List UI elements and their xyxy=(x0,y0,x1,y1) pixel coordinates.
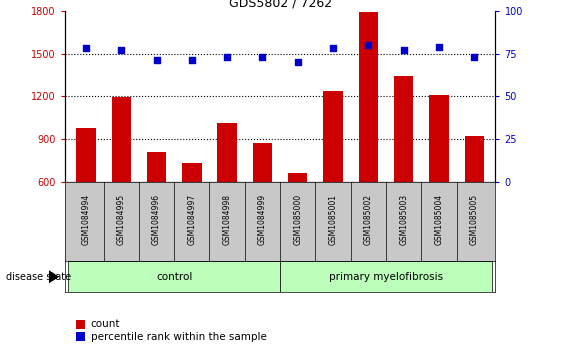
Text: GSM1084997: GSM1084997 xyxy=(187,194,196,245)
Text: GSM1084994: GSM1084994 xyxy=(82,194,91,245)
Text: disease state: disease state xyxy=(6,272,71,282)
Bar xyxy=(76,128,96,182)
Point xyxy=(329,45,338,51)
Bar xyxy=(280,261,492,292)
Text: GSM1085000: GSM1085000 xyxy=(293,194,302,245)
Bar xyxy=(111,97,131,182)
Text: GSM1085003: GSM1085003 xyxy=(399,194,408,245)
Text: GSM1085001: GSM1085001 xyxy=(329,194,338,245)
Point xyxy=(222,54,231,60)
Point xyxy=(293,59,302,65)
Bar xyxy=(288,173,307,182)
Point xyxy=(399,47,408,53)
Text: control: control xyxy=(156,272,193,282)
Text: GSM1085004: GSM1085004 xyxy=(435,194,444,245)
Bar xyxy=(464,136,484,182)
Bar xyxy=(147,152,166,182)
Point xyxy=(435,44,444,50)
Point xyxy=(258,54,267,60)
Bar xyxy=(429,95,449,182)
Point xyxy=(152,57,161,63)
Point xyxy=(82,45,91,51)
Text: GSM1085002: GSM1085002 xyxy=(364,194,373,245)
Text: percentile rank within the sample: percentile rank within the sample xyxy=(91,332,266,342)
Title: GDS5802 / 7262: GDS5802 / 7262 xyxy=(229,0,332,10)
Text: primary myelofibrosis: primary myelofibrosis xyxy=(329,272,443,282)
Text: GSM1084999: GSM1084999 xyxy=(258,194,267,245)
Bar xyxy=(359,12,378,182)
Point xyxy=(364,42,373,48)
Point xyxy=(117,47,126,53)
Text: count: count xyxy=(91,319,120,329)
Text: GSM1084998: GSM1084998 xyxy=(222,194,231,245)
Bar xyxy=(323,90,343,182)
Bar xyxy=(217,123,237,182)
Bar xyxy=(68,261,280,292)
Point xyxy=(470,54,479,60)
Bar xyxy=(394,76,413,182)
Text: GSM1084996: GSM1084996 xyxy=(152,194,161,245)
Bar xyxy=(182,163,202,182)
Point xyxy=(187,57,196,63)
Text: GSM1085005: GSM1085005 xyxy=(470,194,479,245)
Text: GSM1084995: GSM1084995 xyxy=(117,194,126,245)
Bar xyxy=(253,143,272,182)
